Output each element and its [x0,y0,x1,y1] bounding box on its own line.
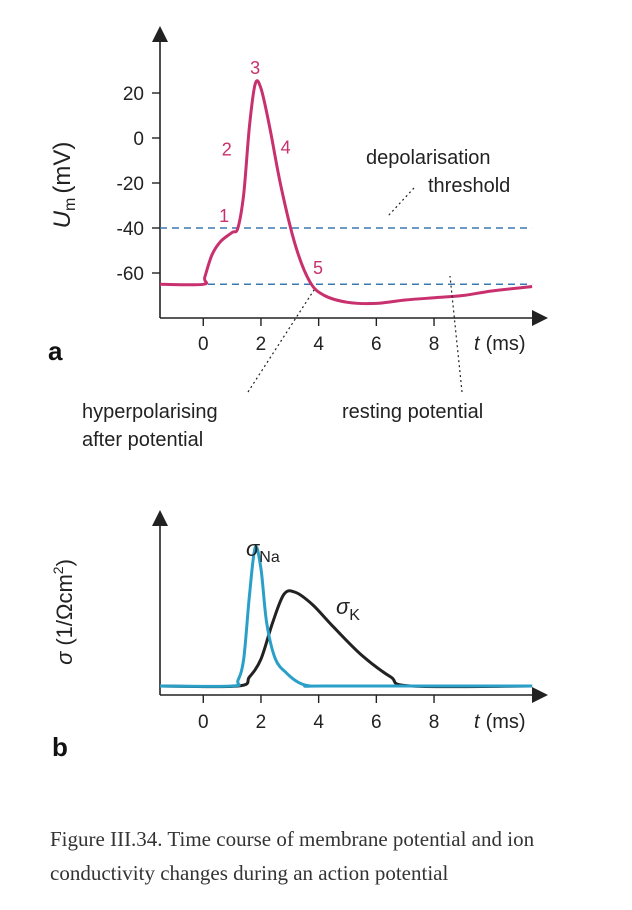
chart-b-ylabel: σ(1/Ωcm2) [50,559,77,665]
panel-label-a: a [48,336,63,366]
chart-a-ytick-label: -40 [117,219,144,240]
point-label-4: 4 [281,137,291,157]
chart-a-xtick-label: 4 [313,334,324,355]
chart-b: 0 2 4 6 8 σ(1/Ωcm2) t (ms) σNa σK b [50,510,548,762]
k-conductance-curve [159,589,533,689]
chart-a-xlabel: t (ms) [474,333,526,355]
na-conductance-curve [159,545,533,688]
chart-a-ytick-label: -20 [117,174,144,195]
chart-b-xtick-label: 2 [256,712,267,733]
hyperpolarising-annotation-line2: after potential [82,429,203,451]
chart-a-xtick-label: 2 [256,334,267,355]
chart-a-xtick-label: 6 [371,334,382,355]
threshold-pointer [387,187,415,217]
chart-b-xtick-label: 6 [371,712,382,733]
chart-b-xlabel: t (ms) [474,711,526,733]
k-series-label: σK [336,594,360,624]
chart-b-xtick-label: 4 [313,712,324,733]
hyperpolarising-annotation-line1: hyperpolarising [82,401,218,423]
membrane-potential-curve [159,79,533,306]
na-series-label: σNa [246,536,280,566]
resting-annotation: resting potential [342,401,483,423]
point-label-3: 3 [250,58,260,78]
point-label-5: 5 [313,258,323,278]
chart-a-xtick-label: 8 [429,334,440,355]
chart-b-xtick-label: 0 [198,712,209,733]
chart-a-ytick-label: 0 [133,129,144,150]
chart-b-xtick-label: 8 [429,712,440,733]
chart-a-ytick-label: 20 [123,84,144,105]
point-label-2: 2 [222,139,232,159]
resting-pointer [449,275,463,393]
chart-a-ylabel: Um(mV) [49,142,79,229]
threshold-annotation-line2: threshold [428,175,510,197]
hyperpolarising-pointer [247,289,315,393]
point-label-1: 1 [219,206,229,226]
chart-a-ytick-label: -60 [117,264,144,285]
chart-a-xtick-label: 0 [198,334,209,355]
threshold-annotation-line1: depolarisation [366,147,491,169]
figure-caption: Figure III.34. Time course of membrane p… [50,827,535,885]
panel-label-b: b [52,732,68,762]
